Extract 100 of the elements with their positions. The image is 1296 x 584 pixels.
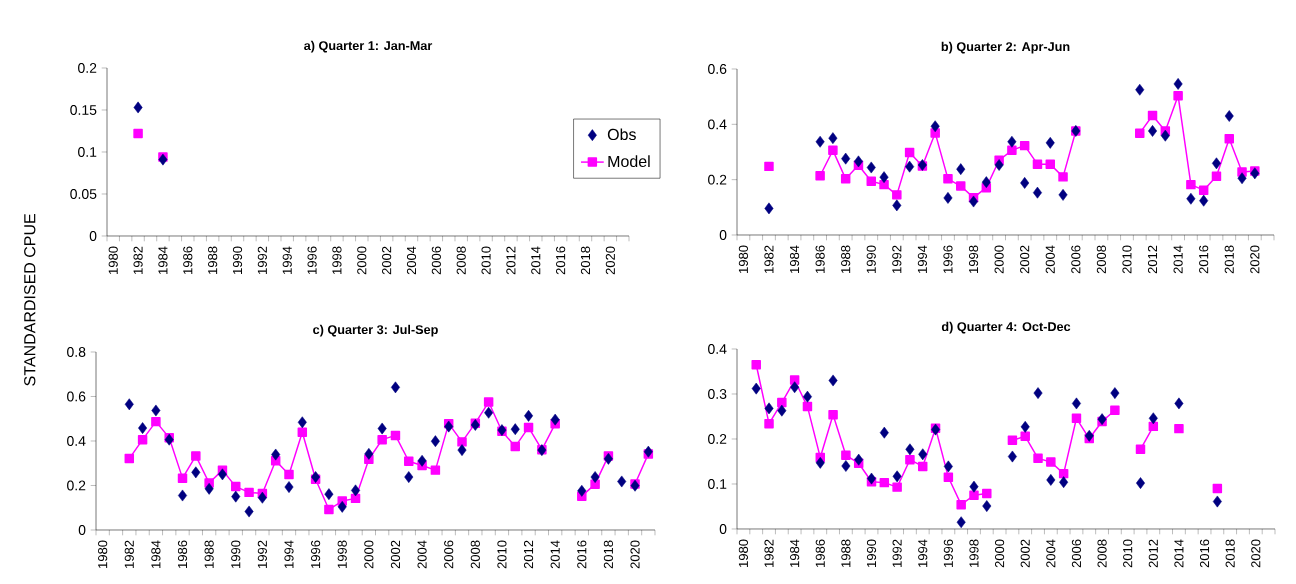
x-tick-label: 1996 <box>307 246 317 274</box>
x-tick-label: 1982 <box>764 245 774 273</box>
x-tick-label: 2016 <box>556 246 566 275</box>
y-tick-label: 0.6 <box>67 391 86 402</box>
x-tick-label: 2004 <box>1046 539 1056 568</box>
x-tick-label: 1996 <box>943 245 953 273</box>
x-tick-label: 1990 <box>232 246 243 274</box>
x-tick-label: 1996 <box>311 540 321 568</box>
x-tick-label: 1994 <box>284 540 294 568</box>
x-tick-label: 1980 <box>108 246 118 274</box>
x-tick-label: 1996 <box>943 539 953 567</box>
x-tick-label: 2016 <box>1199 539 1210 568</box>
x-tick-label: 2018 <box>603 540 614 569</box>
x-tick-label: 1986 <box>177 540 188 568</box>
x-tick-label: 1982 <box>764 539 774 567</box>
x-tick-label: 2012 <box>523 540 534 569</box>
y-tick-label: 0.3 <box>708 389 727 399</box>
x-tick-label: 2014 <box>550 540 560 569</box>
y-tick-label: 0.05 <box>70 189 97 199</box>
x-tick-label: 2004 <box>406 246 417 275</box>
x-tick-label: 1988 <box>208 246 218 274</box>
x-tick-label: 1998 <box>968 245 979 273</box>
x-tick-label: 2014 <box>1173 245 1183 274</box>
x-tick-label: 2002 <box>390 540 401 569</box>
x-tick-label: 1980 <box>738 539 749 567</box>
x-tick-label: 2012 <box>1148 539 1158 568</box>
x-tick-label: 2020 <box>1250 245 1260 274</box>
chart-title: c) Quarter 3: Jul-Sep <box>313 324 438 337</box>
x-tick-label: 2004 <box>1045 245 1055 274</box>
y-tick-label: 0.4 <box>67 436 86 446</box>
y-tick-label: 0 <box>89 231 97 241</box>
y-tick-label: 0.1 <box>78 147 97 157</box>
x-tick-label: 1986 <box>183 246 193 274</box>
chart-title: d) Quarter 4: Oct-Dec <box>941 321 1071 334</box>
x-tick-label: 2020 <box>1251 539 1261 568</box>
legend-label: Model <box>608 155 650 168</box>
x-tick-label: 1988 <box>204 540 214 568</box>
y-tick-label: 0.2 <box>78 63 97 73</box>
x-tick-label: 2000 <box>995 539 1005 568</box>
x-tick-label: 1982 <box>133 246 143 274</box>
x-tick-label: 2006 <box>1071 539 1082 568</box>
x-tick-label: 2000 <box>364 540 374 569</box>
x-tick-label: 2014 <box>531 246 541 275</box>
x-tick-label: 1988 <box>841 539 851 567</box>
y-tick-label: 0.15 <box>70 105 97 115</box>
x-tick-label: 1986 <box>815 539 825 567</box>
chart-title: a) Quarter 1: Jan-Mar <box>304 40 433 53</box>
y-tick-label: 0 <box>719 524 727 534</box>
x-tick-label: 1990 <box>866 539 877 567</box>
x-tick-label: 2002 <box>382 246 392 275</box>
x-tick-label: 1984 <box>789 245 800 273</box>
x-tick-label: 1988 <box>841 245 851 273</box>
y-tick-label: 0.4 <box>708 344 727 354</box>
x-tick-label: 1992 <box>892 245 902 273</box>
x-tick-label: 1994 <box>918 539 928 567</box>
x-tick-label: 2010 <box>481 246 491 275</box>
chart-title: b) Quarter 2: Apr-Jun <box>941 41 1070 54</box>
y-tick-label: 0 <box>719 230 727 240</box>
x-tick-label: 1980 <box>738 245 748 273</box>
x-tick-label: 2002 <box>1020 539 1030 568</box>
x-tick-label: 1992 <box>257 246 267 274</box>
x-tick-label: 1992 <box>892 539 902 567</box>
x-tick-label: 2012 <box>1147 245 1158 274</box>
y-axis-title: STANDARDISED CPUE <box>24 214 36 386</box>
x-tick-label: 2006 <box>444 540 454 569</box>
x-tick-label: 2004 <box>417 540 427 569</box>
x-tick-label: 1986 <box>815 245 825 273</box>
x-tick-label: 2002 <box>1020 245 1030 274</box>
y-tick-label: 0.2 <box>67 480 86 491</box>
x-tick-label: 1990 <box>231 540 241 568</box>
x-tick-label: 1990 <box>866 245 876 273</box>
x-tick-label: 1998 <box>332 246 342 274</box>
x-tick-label: 2010 <box>1123 539 1133 568</box>
x-tick-label: 2008 <box>1096 245 1106 274</box>
x-tick-label: 2008 <box>470 540 480 569</box>
x-tick-label: 1992 <box>257 540 267 568</box>
x-tick-label: 1984 <box>158 246 168 274</box>
x-tick-label: 1994 <box>282 246 292 274</box>
x-tick-label: 2020 <box>630 540 640 569</box>
y-tick-label: 0 <box>78 525 86 535</box>
x-tick-label: 2016 <box>577 540 587 569</box>
x-tick-label: 2010 <box>1122 245 1132 274</box>
y-tick-label: 0.6 <box>708 64 727 74</box>
x-tick-label: 2020 <box>605 246 615 275</box>
x-tick-label: 1994 <box>917 245 927 273</box>
x-tick-label: 2006 <box>1071 245 1081 274</box>
x-tick-label: 2006 <box>431 246 441 275</box>
x-tick-label: 1998 <box>337 540 347 568</box>
y-tick-label: 0.4 <box>708 119 727 130</box>
x-tick-label: 2018 <box>580 246 591 275</box>
x-tick-label: 2016 <box>1199 245 1209 274</box>
x-tick-label: 1982 <box>124 540 134 568</box>
x-tick-label: 1998 <box>969 539 979 567</box>
x-tick-label: 1984 <box>151 540 161 568</box>
x-tick-label: 2018 <box>1225 539 1235 568</box>
x-tick-label: 2018 <box>1224 245 1234 274</box>
x-tick-label: 2000 <box>994 245 1004 274</box>
y-tick-label: 0.2 <box>708 174 727 185</box>
x-tick-label: 2010 <box>497 540 507 569</box>
x-tick-label: 2008 <box>1097 539 1107 568</box>
